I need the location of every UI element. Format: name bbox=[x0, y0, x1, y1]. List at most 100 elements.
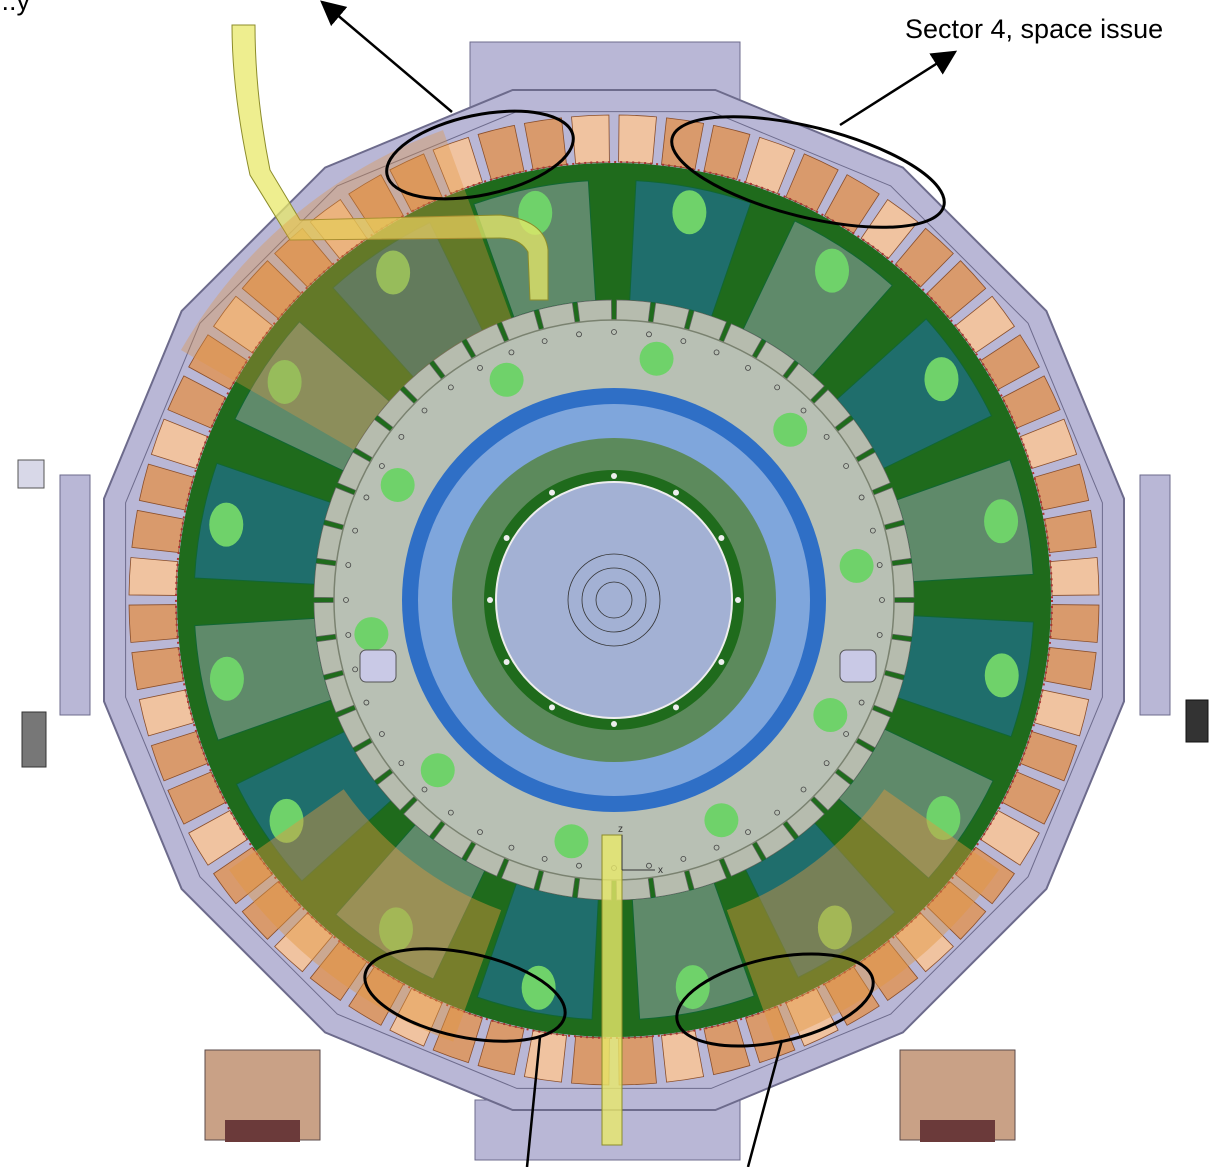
bolt-hole bbox=[576, 331, 582, 338]
coil-block bbox=[188, 334, 248, 391]
green-marker bbox=[209, 502, 244, 547]
green-spot bbox=[420, 753, 455, 788]
coil-block bbox=[241, 260, 302, 320]
green-marker bbox=[817, 905, 852, 950]
coil-block bbox=[1019, 731, 1078, 782]
coil-block bbox=[213, 295, 274, 354]
green-marker bbox=[376, 250, 411, 295]
frame-inner-edge bbox=[125, 111, 1103, 1089]
bolt-hole bbox=[477, 365, 483, 371]
coil-block bbox=[571, 114, 610, 165]
green-spot bbox=[489, 362, 524, 397]
bolt-hole bbox=[858, 494, 865, 501]
bolt-hole bbox=[379, 731, 385, 737]
bolt-hole bbox=[541, 855, 548, 862]
bolt-hole bbox=[843, 731, 849, 737]
coil-block bbox=[954, 295, 1015, 354]
green-spot bbox=[554, 824, 589, 859]
green-marker bbox=[815, 248, 850, 293]
bolt-hole bbox=[508, 844, 515, 851]
bolt-hole bbox=[646, 862, 652, 869]
bolt-hole bbox=[800, 786, 807, 793]
bolt-hole bbox=[876, 562, 883, 568]
bolt-hole bbox=[363, 699, 370, 706]
bolt-hole bbox=[345, 632, 352, 638]
coil-block bbox=[348, 966, 405, 1026]
beam-pipe-outline bbox=[581, 567, 647, 633]
coil-inner-edge bbox=[175, 161, 1053, 1039]
bolt-hole bbox=[879, 597, 885, 603]
coil-block bbox=[785, 153, 839, 213]
ring-bolt bbox=[503, 659, 510, 665]
bolt-hole bbox=[823, 433, 830, 440]
coil-block bbox=[926, 880, 987, 940]
orange-overlay-right bbox=[726, 789, 1000, 1042]
green-spot bbox=[639, 341, 674, 376]
highlight-overlays bbox=[180, 24, 1000, 1146]
bolt-hole bbox=[398, 760, 405, 767]
right-bracket bbox=[1139, 474, 1171, 716]
callout-ellipse-bottom-left bbox=[363, 947, 567, 1043]
bolt-hole bbox=[680, 855, 687, 862]
coil-segments bbox=[128, 114, 1100, 1086]
yellow-vertical-pipe bbox=[601, 834, 623, 1146]
module-cell bbox=[891, 602, 915, 637]
beam-pipe-outline bbox=[567, 553, 661, 647]
bolt-hole bbox=[421, 786, 428, 793]
module-cell bbox=[577, 299, 612, 323]
ring-bolt bbox=[718, 659, 725, 665]
right-foot-base bbox=[920, 1120, 995, 1142]
axis-indicator: x z bbox=[618, 824, 663, 876]
coil-block bbox=[274, 227, 334, 288]
green-spot bbox=[839, 548, 874, 583]
coil-block bbox=[661, 117, 705, 171]
left-foot-base bbox=[225, 1120, 300, 1142]
bolt-hole bbox=[713, 844, 720, 851]
coil-block bbox=[703, 124, 751, 181]
bolt-hole bbox=[745, 365, 751, 371]
ring-bolt bbox=[549, 489, 555, 496]
green-marker bbox=[209, 656, 244, 701]
left-connector bbox=[21, 711, 47, 768]
green-marker bbox=[926, 796, 961, 841]
coil-block bbox=[926, 260, 987, 320]
bolt-hole bbox=[477, 829, 483, 835]
ring-bolt bbox=[503, 535, 510, 541]
green-spot bbox=[354, 617, 389, 652]
orange-overlay-left bbox=[228, 789, 502, 1042]
arrow-sector-4 bbox=[839, 50, 958, 127]
coil-block bbox=[131, 509, 185, 553]
coil-block bbox=[894, 912, 954, 973]
bolt-hole bbox=[646, 331, 652, 338]
coil-block bbox=[188, 809, 248, 866]
bolt-hole bbox=[508, 349, 515, 356]
bolt-hole bbox=[345, 562, 352, 568]
coil-block bbox=[167, 771, 227, 825]
leader-bottom-left bbox=[525, 1036, 542, 1168]
bolt-hole bbox=[680, 338, 687, 345]
green-marker bbox=[924, 357, 959, 402]
coil-block bbox=[618, 1035, 657, 1086]
bolt-hole bbox=[869, 527, 876, 534]
green-spot bbox=[704, 803, 739, 838]
left-block bbox=[359, 649, 397, 683]
bolt-hole bbox=[823, 760, 830, 767]
coil-block bbox=[477, 124, 525, 181]
green-marker bbox=[521, 965, 556, 1010]
coil-block bbox=[980, 334, 1040, 391]
bolt-hole bbox=[447, 384, 454, 391]
module-cell bbox=[313, 602, 337, 637]
bolt-hole bbox=[541, 338, 548, 345]
bolt-hole bbox=[774, 809, 781, 816]
bolt-hole bbox=[576, 862, 582, 869]
green-marker bbox=[984, 499, 1019, 544]
ring-bolt bbox=[611, 721, 617, 727]
coil-block bbox=[1043, 647, 1097, 691]
orange-overlay-top bbox=[180, 130, 512, 450]
axis-z-label: z bbox=[618, 824, 623, 835]
bolt-hole bbox=[352, 666, 359, 673]
center-disc bbox=[495, 481, 733, 719]
green-marker bbox=[269, 798, 304, 843]
ring-bolt bbox=[673, 704, 679, 711]
